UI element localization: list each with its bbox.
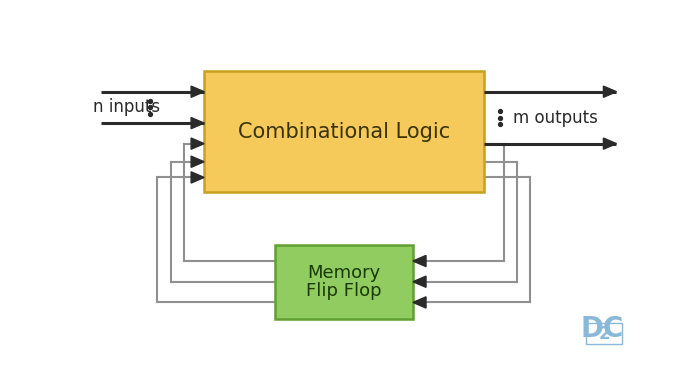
Bar (204, 71, 484, 192)
Polygon shape (603, 86, 617, 97)
Text: D: D (580, 315, 603, 343)
Text: Memory: Memory (307, 264, 381, 282)
Polygon shape (191, 172, 204, 183)
Polygon shape (413, 256, 426, 267)
Polygon shape (413, 276, 426, 287)
Polygon shape (191, 138, 204, 149)
Text: n inputs: n inputs (93, 98, 160, 116)
Bar (274, 245, 413, 319)
Polygon shape (603, 138, 617, 149)
Polygon shape (191, 118, 204, 129)
Text: Combinational Logic: Combinational Logic (238, 122, 450, 142)
Text: Flip Flop: Flip Flop (306, 282, 382, 300)
Polygon shape (191, 156, 204, 167)
Text: 2: 2 (598, 325, 610, 343)
Text: m outputs: m outputs (513, 109, 598, 127)
Polygon shape (413, 297, 426, 308)
Text: C: C (603, 315, 623, 343)
Polygon shape (191, 86, 204, 97)
